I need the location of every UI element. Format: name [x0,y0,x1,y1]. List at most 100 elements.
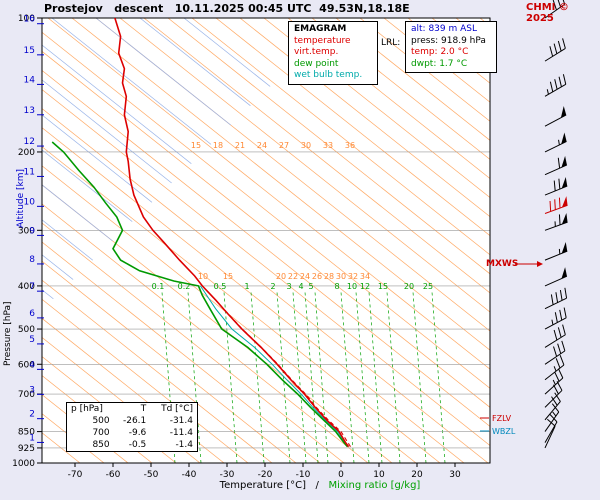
adiabat-label: 30 [301,141,311,150]
wind-barb [544,132,567,153]
wind-barb [544,155,568,176]
dew-point-curve [51,141,349,448]
temperature-tick-label: 10 [373,470,385,480]
plot-background [42,18,490,463]
station-temp: temp: 2.0 °C [411,47,469,57]
readings-table-column: p [hPa] [71,404,103,414]
legend-box: EMAGRAM temperature virt.temp. dew point we… [288,21,378,85]
station-pressure: press: 918.9 hPa [411,35,486,46]
pressure-tick-label: 850 [18,428,35,438]
mixing-ratio-label: 0.2 [178,282,191,291]
pressure-tick-label: 1000 [12,459,35,469]
table-row: 700 -9.6 -11.4 [67,427,197,439]
table-cell: 850 [92,440,110,450]
temperature-tick-label: 20 [411,470,423,480]
altitude-tick-label: 11 [24,167,35,177]
adiabat-label: 18 [213,141,223,150]
mxws-arrow [515,261,543,267]
table-row: 850 -0.5 -1.4 [67,439,197,451]
wind-barb [544,340,566,365]
wind-barb [544,38,566,62]
adiabat-label: 20 [276,272,286,281]
table-cell: -9.6 [128,428,147,438]
dry-adiabats [42,18,490,463]
wind-barb [544,267,568,287]
altitude-tick-label: 15 [24,46,35,56]
altitude-tick-label: 10 [24,197,36,207]
wind-barb [544,242,568,261]
temperature-tick-label: 0 [338,470,344,480]
virtual-temperature-curve [201,285,351,447]
readings-table-column: Td [°C] [161,404,193,414]
mixing-ratio-label: 25 [423,282,433,291]
station-info-box: alt: 839 m ASL press: 918.9 hPa temp: 2.… [405,21,497,73]
x-axis-title-separator: / [315,480,319,491]
wind-barb [544,212,568,231]
table-cell: -1.4 [175,440,193,450]
legend-title: EMAGRAM [294,24,347,34]
pressure-axis-title: Pressure [hPa] [3,301,13,366]
mixing-ratio-label: 20 [404,282,414,291]
altitude-tick-label: 2 [29,410,35,420]
wind-barb [544,0,566,19]
table-row: 500 -26.1 -31.4 [67,415,197,427]
table-cell: -31.4 [169,416,193,426]
table-cell: -0.5 [128,440,147,450]
mixing-ratio-label: 15 [378,282,388,291]
legend-item: virt.temp. [294,47,339,57]
adiabat-label: 30 [336,272,346,281]
sounding-curves [51,18,351,448]
adiabat-label: 36 [345,141,355,150]
adiabat-label: 15 [191,141,201,150]
wind-barb [544,381,563,408]
altitude-tick-label: 8 [29,255,35,265]
max-wind-label: MXWS [486,259,519,269]
x-axis-title-mixing-ratio: Mixing ratio [g/kg] [328,480,421,491]
mixing-ratio-label: 1 [244,282,249,291]
wind-barb [544,368,564,395]
adiabat-label: 32 [348,272,358,281]
plot-frame [41,17,491,464]
wet-bulb-curve [199,285,349,447]
adiabat-label: 15 [223,272,233,281]
altitude-tick-label: 9 [29,226,35,236]
pressure-tick-label: 200 [18,148,35,158]
legend-item: dew point [294,58,339,69]
mixing-ratio-label: 4 [298,282,303,291]
page-title: Prostejov descent 10.11.2025 00:45 UTC 4… [44,2,410,15]
station-dewpoint: dwpt: 1.7 °C [411,58,468,69]
altitude-tick-label: 14 [24,75,36,85]
adiabat-label: 34 [360,272,370,281]
adiabat-label: 26 [312,272,322,281]
altitude-tick-label: 12 [24,137,35,147]
table-cell: -26.1 [122,416,147,426]
adiabat-label: 33 [323,141,333,150]
wind-barb [544,413,558,443]
mixing-ratio-label: 3 [286,282,291,291]
mixing-ratio-lines [161,291,446,463]
readings-table: p [hPa] T Td [°C] 500 -26.1 -31.4 700 -9.6 -11.… [66,402,198,452]
temperature-axis: -70 -60 -50 -40 -30 -20 -10 0 10 20 30 [68,463,461,480]
x-axis-title: Temperature [°C] / Mixing ratio [g/kg] [150,480,490,491]
altitude-tick-label: 13 [24,106,35,116]
pressure-tick-label: 400 [18,282,35,292]
altitude-tick-label: 4 [29,360,35,370]
wind-barb [544,105,567,127]
freezing-level-label: FZLV [492,414,512,423]
wind-barb [544,196,568,214]
lrl-label: LRL: [381,38,401,48]
temperature-tick-label: 30 [449,470,461,480]
pressure-tick-label: 100 [18,14,35,24]
adiabat-label: 28 [324,272,334,281]
temperature-tick-label: -60 [106,470,121,480]
legend-items: temperature virt.temp. dew point wet bulb t… [294,36,372,82]
table-cell: -11.4 [169,428,193,438]
altitude-axis-title: Altitude [km] [16,168,26,228]
adiabat-label: 21 [235,141,245,150]
altitude-tick-label: 1 [29,433,35,443]
wind-barb [544,355,565,381]
wind-barb [544,287,568,310]
adiabat-label: 22 [288,272,298,281]
